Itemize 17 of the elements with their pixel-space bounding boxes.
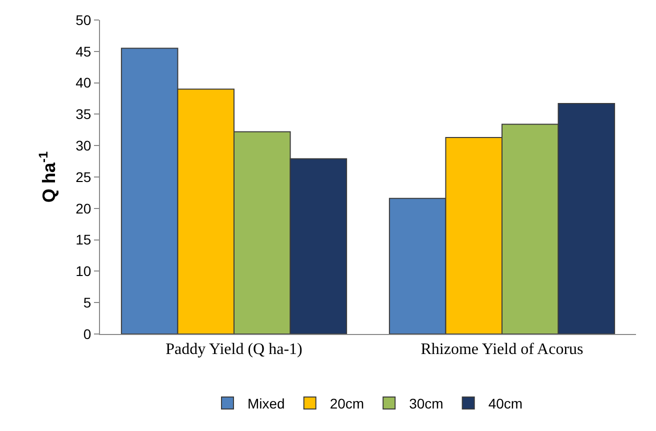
y-tick-label: 25 (76, 168, 92, 185)
legend-label: 30cm (409, 395, 444, 412)
y-tick-label: 40 (76, 74, 92, 91)
legend-label: 40cm (488, 395, 523, 412)
y-tick-label: 30 (76, 138, 92, 154)
x-tick-label: Rhizome Yield of Acorus (420, 341, 584, 358)
y-tick-label: 35 (76, 106, 92, 122)
y-tick-label: 50 (76, 12, 92, 28)
y-tick-label: 0 (83, 326, 92, 342)
y-tick-label: 5 (83, 294, 92, 310)
y-tick-label: 45 (76, 43, 92, 60)
x-tick-label: Paddy Yield (Q ha-1) (166, 341, 302, 358)
y-tick-label: 10 (76, 263, 92, 280)
legend-label: 20cm (330, 395, 364, 412)
y-tick-label: 20 (76, 200, 92, 216)
y-tick-label: 15 (76, 232, 92, 248)
legend-label: Mixed (248, 395, 285, 412)
